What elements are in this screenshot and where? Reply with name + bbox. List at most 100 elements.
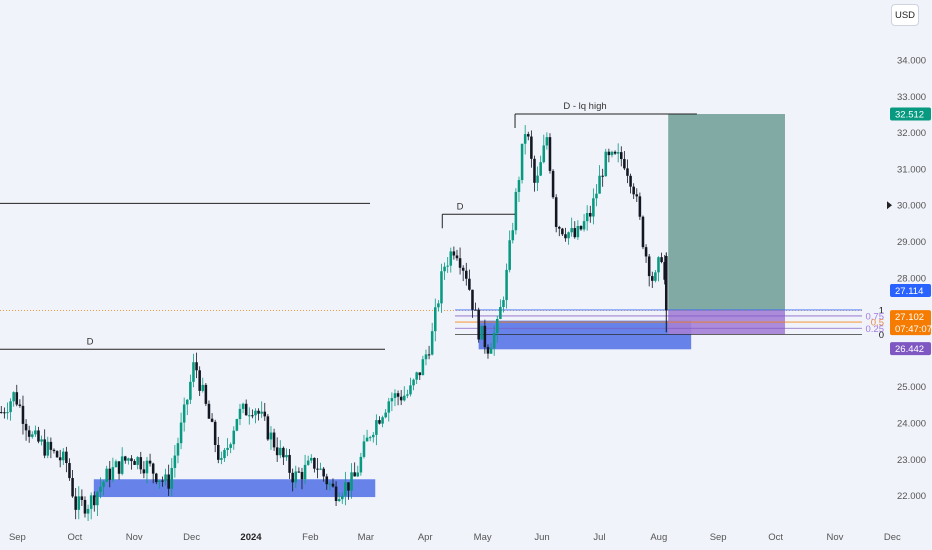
candle-body	[114, 461, 118, 468]
candle-body	[124, 456, 127, 461]
price-tag	[890, 310, 931, 336]
candle-body	[148, 460, 152, 464]
price-axis[interactable]: 34.000 33.000 32.000 31.000 30.000 29.000 28.0…	[887, 56, 932, 503]
candle-body	[372, 434, 375, 438]
candle-body	[111, 467, 115, 480]
candle-body	[576, 226, 580, 238]
candle-body	[465, 270, 468, 279]
candle-body	[502, 300, 505, 308]
candle-body	[179, 422, 183, 444]
candle-body	[613, 151, 617, 154]
time-axis[interactable]: Sep Oct Nov Dec 2024 Feb Mar Apr May Jun Jul Aug Sep…	[9, 532, 901, 543]
candle-body	[545, 137, 549, 146]
candle-body	[198, 370, 201, 391]
candle-body	[263, 411, 267, 417]
candle-body	[347, 482, 350, 491]
x-tick-label: Nov	[826, 532, 843, 543]
candle-body	[548, 137, 552, 171]
candle-body	[449, 251, 453, 266]
candle-body	[651, 276, 654, 281]
candle-body	[589, 212, 592, 217]
candle-body	[223, 449, 226, 459]
candle-body	[579, 226, 583, 230]
candle-body	[647, 256, 651, 277]
candle-body	[142, 469, 146, 474]
y-tick-label: 22.000	[897, 491, 926, 502]
candle-body	[127, 458, 130, 461]
candle-body	[176, 443, 180, 456]
candle-body	[508, 240, 511, 270]
candle-body	[254, 410, 257, 416]
candle-body	[664, 256, 668, 311]
candle-body	[145, 460, 149, 474]
candle-body	[468, 278, 471, 290]
candle-body	[201, 384, 205, 391]
candle-body	[207, 403, 211, 419]
candle-body	[303, 464, 307, 480]
candle-body	[102, 481, 105, 487]
candle-body	[368, 437, 372, 439]
candle-body	[443, 266, 446, 272]
candle-body	[530, 136, 533, 159]
candle-body	[136, 457, 139, 465]
candle-body	[266, 416, 270, 440]
candle-body	[350, 472, 353, 491]
candle-body	[158, 480, 161, 483]
candle-body	[151, 463, 155, 474]
x-tick-label: Aug	[650, 532, 667, 543]
y-tick-label: 32.000	[897, 128, 926, 139]
candle-body	[139, 457, 143, 470]
fib-label: 0.5	[871, 318, 884, 329]
lines-layer	[0, 202, 862, 335]
y-tick-label: 34.000	[897, 56, 926, 67]
candle-body	[409, 385, 412, 395]
price-tag-value: 26.442	[895, 344, 924, 355]
candle-body	[375, 420, 378, 435]
candle-body	[93, 495, 96, 506]
candle-body	[260, 411, 263, 414]
candle-body	[344, 482, 347, 496]
candle-body	[300, 472, 304, 480]
candle-body	[598, 175, 601, 194]
candle-body	[523, 134, 527, 144]
candle-body	[604, 151, 608, 177]
x-tick-label: Dec	[183, 532, 200, 543]
fib-label: 0.25	[866, 324, 885, 335]
candle-body	[241, 403, 245, 409]
candle-body	[244, 403, 248, 416]
x-tick-label: Oct	[768, 532, 783, 543]
candle-body	[257, 410, 260, 414]
x-tick-label: May	[474, 532, 492, 543]
candle-body	[542, 145, 546, 163]
candle-body	[288, 455, 291, 473]
candle-body	[58, 457, 62, 461]
candle-body	[573, 228, 577, 238]
candle-body	[533, 158, 536, 183]
candle-body	[0, 412, 3, 414]
candle-body	[46, 441, 50, 456]
currency-button[interactable]: USD	[891, 4, 919, 26]
candle-body	[182, 404, 186, 423]
candle-body	[551, 170, 555, 198]
candle-body	[55, 451, 59, 458]
candle-body	[40, 439, 43, 442]
x-tick-label: Dec	[884, 532, 901, 543]
candles-layer	[0, 125, 668, 522]
fib-label: 1	[879, 305, 884, 316]
annotation-label: D - lq high	[563, 101, 606, 112]
candle-body	[3, 412, 6, 414]
candle-body	[96, 491, 99, 506]
candle-body	[536, 175, 539, 183]
candle-body	[440, 271, 443, 304]
candle-body	[434, 307, 437, 332]
price-tag-countdown: 07:47:07	[895, 324, 932, 335]
candle-body	[235, 419, 239, 431]
candle-body	[399, 396, 403, 401]
candle-body	[520, 143, 524, 181]
annotation-label: D	[457, 201, 464, 212]
candle-body	[6, 412, 9, 414]
candle-body	[558, 226, 561, 229]
candle-body	[623, 159, 626, 169]
x-tick-label: Jul	[593, 532, 605, 543]
